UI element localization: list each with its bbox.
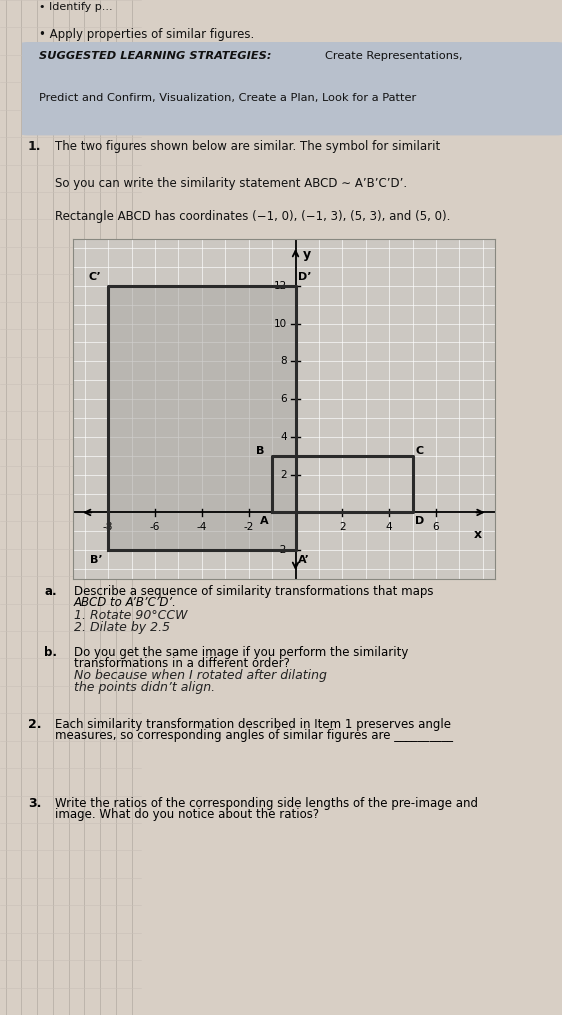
Text: D: D [415,516,424,526]
Text: 8: 8 [280,356,287,366]
Text: 3.: 3. [28,797,41,810]
Text: -2: -2 [277,545,287,555]
Text: Create Representations,: Create Representations, [325,52,462,61]
Text: -4: -4 [197,522,207,532]
Text: Predict and Confirm, Visualization, Create a Plan, Look for a Patter: Predict and Confirm, Visualization, Crea… [39,93,416,104]
Text: • Identify p...: • Identify p... [39,2,112,12]
Text: C’: C’ [89,272,102,282]
Text: B’: B’ [90,554,103,564]
Text: So you can write the similarity statement ABCD ∼ A’B’C’D’.: So you can write the similarity statemen… [55,178,407,191]
Text: image. What do you notice about the ratios?: image. What do you notice about the rati… [55,808,319,821]
Text: C: C [415,446,424,456]
Text: 4: 4 [386,522,392,532]
Text: D’: D’ [298,272,312,282]
Polygon shape [108,286,296,550]
Text: x: x [474,528,482,541]
Text: B: B [256,446,265,456]
Text: y: y [302,248,311,261]
Text: A: A [260,516,268,526]
Text: Do you get the same image if you perform the similarity: Do you get the same image if you perform… [74,647,408,659]
Text: -8: -8 [103,522,114,532]
Text: -2: -2 [243,522,254,532]
Text: b.: b. [44,647,57,659]
Text: transformations in a different order?: transformations in a different order? [74,657,289,670]
Text: 1.: 1. [28,140,42,153]
Text: 2: 2 [280,470,287,480]
Text: -6: -6 [150,522,160,532]
Text: Write the ratios of the corresponding side lengths of the pre-image and: Write the ratios of the corresponding si… [55,797,478,810]
Text: measures, so corresponding angles of similar figures are __________: measures, so corresponding angles of sim… [55,729,453,742]
Text: 12: 12 [274,281,287,290]
Text: 10: 10 [274,319,287,329]
Text: Rectangle ABCD has coordinates (−1, 0), (−1, 3), (5, 3), and (5, 0).: Rectangle ABCD has coordinates (−1, 0), … [55,210,450,223]
Text: a.: a. [44,585,57,598]
Text: SUGGESTED LEARNING STRATEGIES:: SUGGESTED LEARNING STRATEGIES: [39,52,271,61]
Text: 2: 2 [339,522,346,532]
Text: the points didn’t align.: the points didn’t align. [74,681,215,693]
Text: ABCD to A’B’C’D’.: ABCD to A’B’C’D’. [74,596,176,609]
FancyBboxPatch shape [17,42,562,135]
Text: 4: 4 [280,431,287,442]
Text: Each similarity transformation described in Item 1 preserves angle: Each similarity transformation described… [55,719,451,731]
Text: A’: A’ [298,554,310,564]
Text: Describe a sequence of similarity transformations that maps: Describe a sequence of similarity transf… [74,585,433,598]
Text: 6: 6 [280,394,287,404]
Text: No because when I rotated after dilating: No because when I rotated after dilating [74,669,327,682]
Text: The two figures shown below are similar. The symbol for similarit: The two figures shown below are similar.… [55,140,440,153]
Text: • Apply properties of similar figures.: • Apply properties of similar figures. [39,28,254,41]
Text: 1. Rotate 90°CCW: 1. Rotate 90°CCW [74,609,187,622]
Text: 2.: 2. [28,719,42,731]
Text: 6: 6 [433,522,439,532]
Text: 2. Dilate by 2.5: 2. Dilate by 2.5 [74,621,170,634]
